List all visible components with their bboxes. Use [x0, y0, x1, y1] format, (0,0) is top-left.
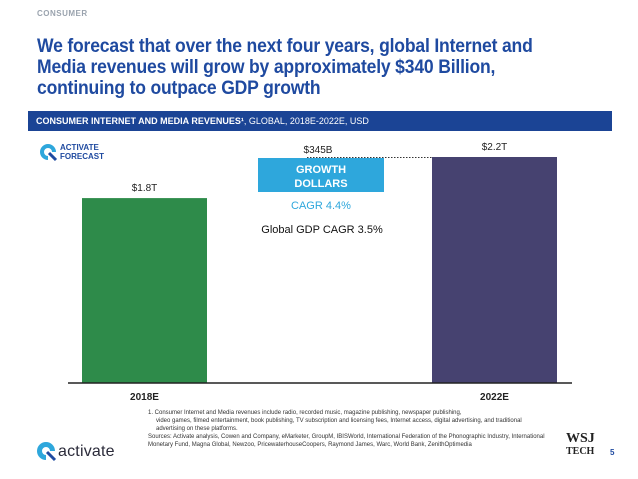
category-label-2018e: 2018E	[130, 392, 159, 403]
revenue-bar-chart: $1.8T $2.2T $345B GROWTH DOLLARS CAGR 4.…	[68, 142, 572, 403]
badge-text: ACTIVATE FORECAST	[60, 143, 104, 161]
wsj-logo-top: WSJ	[566, 431, 595, 446]
cagr-annotation: CAGR 4.4%	[291, 200, 351, 212]
value-label-2018e: $1.8T	[132, 183, 158, 194]
forecast-icon	[40, 144, 58, 162]
value-label-2022e: $2.2T	[482, 142, 508, 153]
category-label-2022e: 2022E	[480, 392, 509, 403]
page-number: 5	[610, 448, 615, 457]
gdp-cagr-annotation: Global GDP CAGR 3.5%	[261, 224, 383, 236]
wsj-tech-logo: WSJ TECH	[566, 431, 595, 458]
growth-box-line2: DOLLARS	[294, 178, 347, 190]
banner-bold: CONSUMER INTERNET AND MEDIA REVENUES¹	[36, 116, 244, 126]
page-title: We forecast that over the next four year…	[37, 35, 533, 99]
activate-forecast-badge: ACTIVATE FORECAST	[38, 142, 148, 166]
sources: Sources: Activate analysis, Cowen and Co…	[148, 434, 545, 448]
footnote-1-continued: video games, filmed entertainment, book …	[156, 418, 522, 432]
activate-logo-icon	[37, 442, 57, 462]
footnotes: 1. Consumer Internet and Media revenues …	[148, 409, 548, 449]
bar-2022e	[432, 157, 557, 383]
wsj-logo-bottom: TECH	[566, 446, 595, 457]
bar-2018e	[82, 198, 207, 383]
banner-rest: , GLOBAL, 2018E-2022E, USD	[243, 116, 369, 126]
growth-box-line1: GROWTH	[296, 164, 346, 176]
growth-label: $345B	[304, 145, 333, 156]
growth-box	[258, 158, 384, 192]
chart-banner: CONSUMER INTERNET AND MEDIA REVENUES¹, G…	[28, 111, 612, 131]
footnote-1: 1. Consumer Internet and Media revenues …	[148, 410, 462, 416]
section-tag: CONSUMER	[37, 9, 88, 18]
badge-line1: ACTIVATE	[60, 143, 99, 152]
activate-logo-text: activate	[58, 443, 115, 460]
badge-line2: FORECAST	[60, 152, 104, 161]
